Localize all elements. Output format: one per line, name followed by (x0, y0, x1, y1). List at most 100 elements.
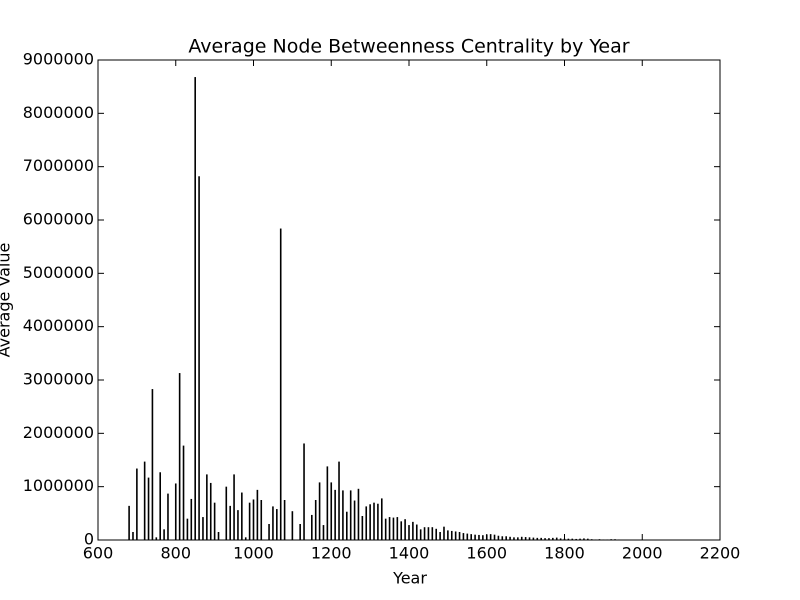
bar (299, 524, 301, 540)
bar (256, 489, 259, 540)
bar (493, 534, 496, 540)
bar (241, 492, 243, 540)
bar (151, 389, 154, 540)
bar (575, 538, 577, 540)
bar (322, 525, 325, 540)
x-tick-label: 1000 (233, 544, 274, 563)
bar (346, 511, 348, 540)
bar (443, 526, 445, 540)
bar (435, 528, 438, 540)
bar (357, 488, 360, 540)
bar (505, 536, 507, 540)
x-tick-label: 800 (160, 544, 191, 563)
bar (229, 505, 231, 540)
bar (326, 466, 329, 540)
bar (163, 529, 165, 540)
bar (392, 517, 395, 540)
bar (311, 514, 313, 540)
bar (174, 483, 177, 540)
bar (194, 77, 196, 541)
bar (388, 517, 391, 540)
bar (419, 529, 422, 540)
bar (579, 538, 581, 540)
y-tick-label: 0 (84, 530, 94, 549)
bar (276, 509, 278, 540)
bar (318, 482, 321, 540)
bar (404, 519, 406, 540)
bar (268, 524, 270, 540)
bar (213, 502, 216, 540)
bar (260, 500, 263, 540)
bar (237, 510, 239, 540)
bar (583, 538, 585, 540)
bar (373, 502, 375, 540)
bar (291, 511, 294, 540)
y-tick-label: 4000000 (23, 316, 94, 335)
x-axis-label: Year (392, 569, 427, 588)
bar (136, 468, 138, 540)
bar (540, 537, 542, 540)
bar (517, 537, 519, 540)
bar (501, 536, 504, 540)
bar (159, 472, 161, 540)
bar (202, 517, 204, 540)
bar (155, 537, 158, 540)
bar (380, 498, 383, 540)
bar (365, 506, 368, 540)
bar (524, 537, 527, 540)
bar (353, 500, 356, 540)
bar (474, 534, 476, 540)
bar (330, 482, 333, 540)
bar (209, 482, 212, 540)
bar (334, 489, 336, 540)
bar (128, 505, 130, 540)
bar (571, 538, 574, 540)
bar (303, 443, 305, 540)
bar (454, 531, 457, 540)
bar (548, 538, 550, 540)
bar (544, 538, 546, 540)
bar (439, 532, 441, 540)
x-tick-label: 1200 (311, 544, 352, 563)
bar (283, 500, 286, 540)
bar (497, 535, 500, 540)
x-tick-label: 1400 (389, 544, 430, 563)
bar (415, 524, 418, 540)
bar (447, 530, 449, 540)
bar (412, 521, 414, 540)
bar (478, 534, 480, 540)
y-axis-label: Average Value (0, 243, 14, 358)
y-tick-label: 6000000 (23, 210, 94, 229)
bar (536, 537, 539, 540)
chart-title: Average Node Betweenness Centrality by Y… (188, 36, 629, 58)
y-tick-label: 2000000 (23, 423, 94, 442)
bar (147, 477, 150, 540)
bar (462, 533, 465, 540)
bar (244, 537, 247, 540)
y-tick-label: 8000000 (23, 103, 94, 122)
bar (377, 503, 379, 540)
bar (143, 461, 146, 540)
bar (431, 527, 434, 540)
x-tick-label: 600 (83, 544, 114, 563)
bar (338, 461, 340, 540)
y-tick-label: 9000000 (23, 50, 94, 69)
bar (400, 521, 403, 540)
x-tick-label: 1800 (544, 544, 585, 563)
bar (532, 537, 535, 540)
bar (186, 518, 189, 540)
x-tick-label: 2000 (622, 544, 663, 563)
bar (248, 502, 251, 540)
bar (178, 373, 181, 540)
x-tick-label: 1600 (466, 544, 507, 563)
bar (396, 517, 399, 540)
bar (225, 486, 228, 540)
y-tick-label: 5000000 (23, 263, 94, 282)
bar (314, 500, 317, 540)
bar (342, 490, 344, 540)
bar (206, 474, 208, 540)
bar (489, 534, 492, 540)
bar (450, 530, 453, 540)
bar (509, 536, 511, 540)
